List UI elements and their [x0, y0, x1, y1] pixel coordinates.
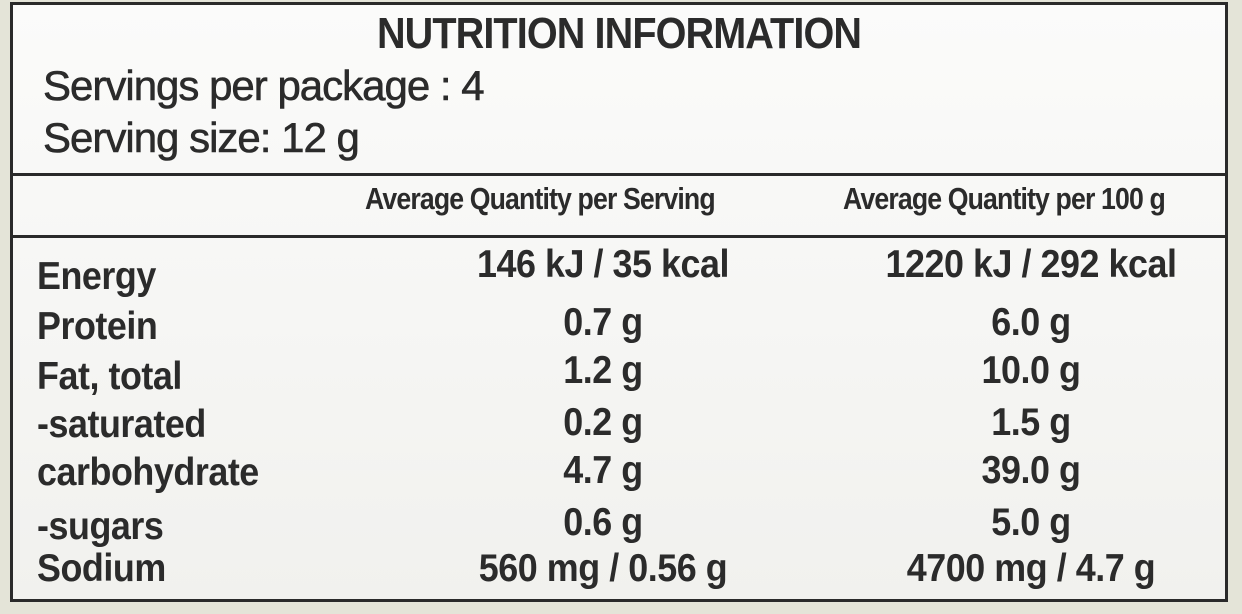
value-per-100g: 1220 kJ / 292 kcal [885, 243, 1177, 286]
value-per-100g: 10.0 g [981, 349, 1081, 392]
column-header-per-100g: Average Quantity per 100 g [843, 181, 1166, 216]
divider-line [13, 235, 1225, 238]
servings-per-package: Servings per package : 4 [43, 62, 485, 109]
value-per-serving: 0.7 g [563, 301, 643, 344]
table-row: Fat, total 1.2 g 10.0 g [13, 347, 1225, 398]
panel-title: NUTRITION INFORMATION [376, 9, 862, 58]
table-row: -sugars 0.6 g 5.0 g [13, 499, 1225, 548]
nutrient-name: -sugars [37, 505, 164, 548]
nutrient-name: Energy [37, 255, 156, 298]
nutrient-name: -saturated [37, 403, 206, 446]
divider-line [13, 173, 1225, 176]
table-row: Energy 146 kJ / 35 kcal 1220 kJ / 292 kc… [13, 241, 1225, 298]
nutrition-panel: NUTRITION INFORMATION Servings per packa… [10, 2, 1228, 602]
value-per-100g: 39.0 g [981, 449, 1081, 492]
table-row: -saturated 0.2 g 1.5 g [13, 399, 1225, 447]
value-per-100g: 4700 mg / 4.7 g [906, 547, 1156, 590]
value-per-serving: 0.2 g [563, 401, 643, 444]
value-per-serving: 560 mg / 0.56 g [478, 547, 728, 590]
nutrient-name: Sodium [37, 547, 166, 590]
serving-size: Serving size: 12 g [43, 114, 360, 161]
nutrient-name: carbohydrate [37, 451, 259, 494]
table-row: Sodium 560 mg / 0.56 g 4700 mg / 4.7 g [13, 545, 1225, 593]
nutrient-name: Protein [37, 305, 158, 348]
value-per-100g: 5.0 g [991, 501, 1071, 544]
value-per-serving: 4.7 g [563, 449, 643, 492]
value-per-100g: 6.0 g [991, 301, 1071, 344]
table-row: carbohydrate 4.7 g 39.0 g [13, 447, 1225, 495]
value-per-serving: 0.6 g [563, 501, 643, 544]
column-header-per-serving: Average Quantity per Serving [365, 181, 716, 216]
value-per-100g: 1.5 g [991, 401, 1071, 444]
nutrient-name: Fat, total [37, 355, 182, 398]
value-per-serving: 1.2 g [563, 349, 643, 392]
value-per-serving: 146 kJ / 35 kcal [476, 243, 730, 286]
table-row: Protein 0.7 g 6.0 g [13, 299, 1225, 348]
